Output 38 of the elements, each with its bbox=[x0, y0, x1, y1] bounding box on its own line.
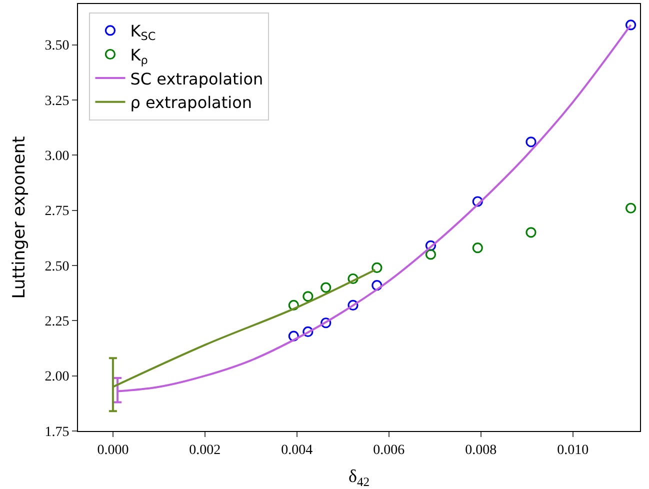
y-tick-label: 3.25 bbox=[44, 94, 70, 109]
legend-label: ρ extrapolation bbox=[130, 93, 252, 112]
point bbox=[472, 196, 483, 207]
point bbox=[320, 282, 332, 293]
y-tick-label: 3.50 bbox=[44, 38, 70, 54]
x-tick-label: 0.002 bbox=[189, 442, 221, 458]
point bbox=[288, 330, 299, 342]
point bbox=[526, 136, 536, 148]
y-tick-label: 2.50 bbox=[44, 259, 70, 274]
legend-label: SC extrapolation bbox=[130, 69, 264, 88]
point bbox=[626, 202, 636, 214]
x-tick-label: 0.006 bbox=[373, 442, 405, 458]
y-axis-title: Luttinger exponent bbox=[9, 136, 30, 299]
y-tick-label: 1.75 bbox=[44, 424, 70, 440]
point bbox=[425, 240, 436, 251]
x-tick-label: 0.000 bbox=[97, 442, 129, 458]
legend-label: K$_{ρ}$ bbox=[130, 45, 148, 67]
x-tick-label: 0.004 bbox=[281, 442, 313, 458]
y-tick-label: 2.75 bbox=[44, 204, 70, 220]
point bbox=[348, 300, 358, 311]
point bbox=[626, 20, 636, 30]
x-axis-title: δ$_{42}$ bbox=[348, 466, 370, 489]
point bbox=[472, 242, 483, 254]
y-tick-label: 3.00 bbox=[44, 149, 70, 164]
point bbox=[372, 280, 382, 291]
x-tick-label: 0.010 bbox=[557, 442, 589, 458]
point bbox=[302, 291, 314, 302]
x-tick-label: 0.008 bbox=[465, 442, 497, 458]
y-tick-label: 2.00 bbox=[44, 370, 70, 385]
point bbox=[302, 326, 314, 337]
point bbox=[425, 249, 436, 260]
point bbox=[348, 273, 358, 284]
y-tick-label: 2.25 bbox=[44, 314, 70, 330]
point bbox=[526, 227, 536, 238]
point bbox=[372, 262, 382, 273]
point bbox=[288, 300, 299, 311]
legend-label: K$_{SC}$ bbox=[130, 22, 156, 44]
point bbox=[320, 318, 332, 328]
